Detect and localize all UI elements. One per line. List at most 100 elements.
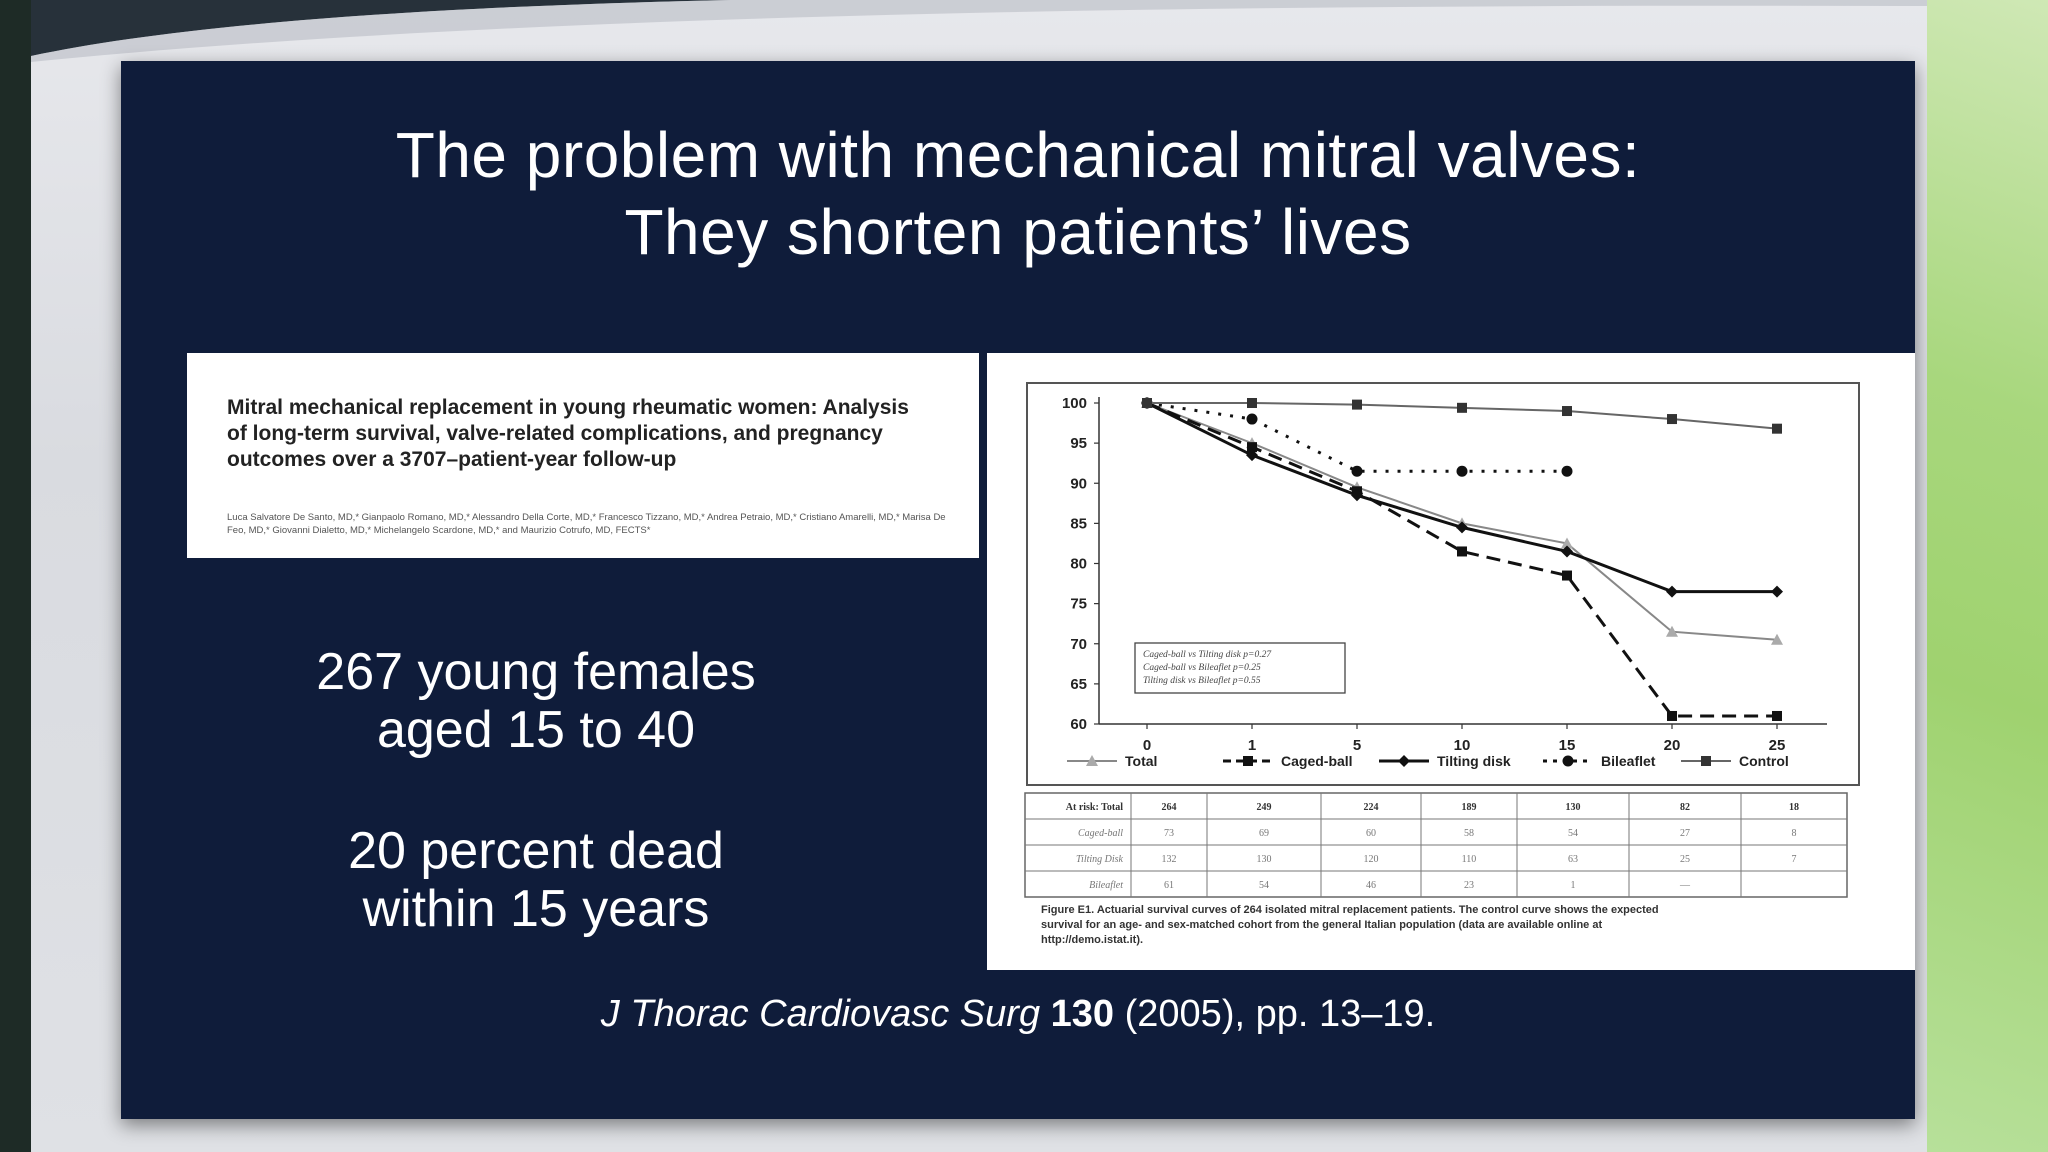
risk-table-cell: 8 xyxy=(1792,828,1797,839)
y-tick-label: 85 xyxy=(1070,515,1087,532)
risk-table-cell: 27 xyxy=(1680,828,1690,839)
data-point-caged-ball xyxy=(1457,546,1467,557)
stat-patients-line-1: 267 young females xyxy=(316,643,756,701)
legend-marker-bileaflet xyxy=(1562,755,1574,767)
data-point-control xyxy=(1247,398,1257,408)
legend-marker-tilting-disk xyxy=(1398,755,1410,767)
risk-table-cell: 7 xyxy=(1792,854,1797,865)
y-tick-label: 100 xyxy=(1062,395,1087,412)
slide: The problem with mechanical mitral valve… xyxy=(121,61,1915,1119)
slide-title: The problem with mechanical mitral valve… xyxy=(121,117,1915,271)
risk-table-cell: 110 xyxy=(1462,854,1477,865)
risk-table-cell: 46 xyxy=(1366,880,1376,891)
risk-table-row-label: Caged-ball xyxy=(1078,828,1123,839)
x-tick-label: 5 xyxy=(1353,737,1361,754)
legend-label-total: Total xyxy=(1125,753,1157,769)
y-tick-label: 70 xyxy=(1070,636,1087,653)
stat-patients: 267 young females aged 15 to 40 xyxy=(191,643,881,759)
risk-table-row-label: Bileaflet xyxy=(1089,880,1123,891)
risk-table-cell: 1 xyxy=(1571,880,1576,891)
left-window-edge xyxy=(0,0,31,1152)
data-point-total xyxy=(1666,625,1678,637)
data-point-bileaflet xyxy=(1246,413,1258,425)
y-tick-label: 90 xyxy=(1070,475,1087,492)
top-swoosh-decoration xyxy=(31,0,1927,62)
risk-table-cell: 82 xyxy=(1680,802,1690,813)
series-line-bileaflet xyxy=(1146,401,1567,473)
y-tick-label: 65 xyxy=(1070,676,1087,693)
citation-journal: J Thorac Cardiovasc Surg xyxy=(600,993,1041,1035)
x-tick-label: 20 xyxy=(1664,737,1681,754)
data-point-bileaflet xyxy=(1561,465,1573,477)
figure-caption-line: Figure E1. Actuarial survival curves of … xyxy=(1041,904,1659,916)
x-tick-label: 10 xyxy=(1454,737,1471,754)
y-tick-label: 95 xyxy=(1070,435,1087,452)
figure-caption-line: survival for an age- and sex-matched coh… xyxy=(1041,919,1602,931)
data-point-control xyxy=(1772,423,1782,434)
paper-title: Mitral mechanical replacement in young r… xyxy=(227,396,909,471)
x-tick-label: 15 xyxy=(1559,737,1576,754)
data-point-tilting-disk xyxy=(1351,489,1363,502)
data-point-caged-ball xyxy=(1772,710,1782,721)
pvalue-line: Tilting disk vs Bileaflet p=0.55 xyxy=(1143,675,1261,686)
risk-table-cell: 130 xyxy=(1257,854,1272,865)
data-point-control xyxy=(1457,402,1467,413)
data-point-control xyxy=(1562,406,1572,417)
risk-table-cell: 58 xyxy=(1464,828,1474,839)
risk-table-cell: 18 xyxy=(1789,802,1799,813)
paper-header-card: Mitral mechanical replacement in young r… xyxy=(187,353,979,558)
risk-table-cell: 54 xyxy=(1568,828,1578,839)
data-point-caged-ball xyxy=(1667,710,1677,721)
figure-caption-line: http://demo.istat.it). xyxy=(1041,934,1143,946)
risk-table-cell: 69 xyxy=(1259,828,1269,839)
pvalue-box xyxy=(1134,642,1346,694)
data-point-control xyxy=(1352,399,1362,410)
risk-table-cell: 189 xyxy=(1462,802,1477,813)
data-point-tilting-disk xyxy=(1561,545,1573,558)
chart-frame xyxy=(1026,382,1860,786)
data-point-control xyxy=(1667,414,1677,425)
legend-marker-control xyxy=(1701,756,1711,766)
data-point-caged-ball xyxy=(1562,570,1572,581)
slide-title-line-2: They shorten patients’ lives xyxy=(624,196,1412,268)
risk-table-cell: 60 xyxy=(1366,828,1376,839)
risk-table-cell: 23 xyxy=(1464,880,1474,891)
pvalue-line: Caged-ball vs Bileaflet p=0.25 xyxy=(1143,662,1261,673)
pvalue-line: Caged-ball vs Tilting disk p=0.27 xyxy=(1143,650,1272,660)
data-point-bileaflet xyxy=(1351,465,1363,477)
risk-table-row-label: At risk: Total xyxy=(1066,802,1123,813)
data-point-bileaflet xyxy=(1456,465,1468,477)
x-tick-label: 25 xyxy=(1769,737,1786,754)
data-point-tilting-disk xyxy=(1456,521,1468,534)
citation-rest: (2005), pp. 13–19. xyxy=(1124,993,1436,1035)
y-tick-label: 80 xyxy=(1070,556,1087,573)
risk-table-cell: 63 xyxy=(1568,854,1578,865)
stat-mortality: 20 percent dead within 15 years xyxy=(191,822,881,938)
data-point-caged-ball xyxy=(1247,442,1257,453)
slide-stage: The problem with mechanical mitral valve… xyxy=(31,0,1927,1152)
risk-table-cell: 130 xyxy=(1566,802,1581,813)
legend-marker-caged-ball xyxy=(1243,756,1253,766)
citation: J Thorac Cardiovasc Surg 130 (2005), pp.… xyxy=(121,991,1915,1037)
risk-table-cell: 25 xyxy=(1680,854,1690,865)
risk-table-row-label: Tilting Disk xyxy=(1076,854,1124,865)
risk-table-cell: 249 xyxy=(1257,802,1272,813)
legend-label-bileaflet: Bileaflet xyxy=(1601,753,1656,769)
risk-table-cell: 73 xyxy=(1164,828,1174,839)
paper-authors: Luca Salvatore De Santo, MD,* Gianpaolo … xyxy=(227,512,946,536)
data-point-tilting-disk xyxy=(1666,585,1678,598)
data-point-tilting-disk xyxy=(1246,449,1258,462)
citation-volume: 130 xyxy=(1050,993,1115,1035)
stat-patients-line-2: aged 15 to 40 xyxy=(376,701,696,759)
data-point-tilting-disk xyxy=(1771,585,1783,598)
risk-table-cell: — xyxy=(1679,880,1691,891)
series-line-tilting-disk xyxy=(1146,401,1777,594)
data-point-total xyxy=(1771,633,1783,645)
data-point-control xyxy=(1142,398,1152,408)
data-point-total xyxy=(1561,537,1573,549)
slide-title-line-1: The problem with mechanical mitral valve… xyxy=(395,119,1641,191)
risk-table-cell: 132 xyxy=(1162,854,1177,865)
risk-table-cell: 224 xyxy=(1364,802,1379,813)
legend-label-tilting-disk: Tilting disk xyxy=(1437,753,1511,769)
